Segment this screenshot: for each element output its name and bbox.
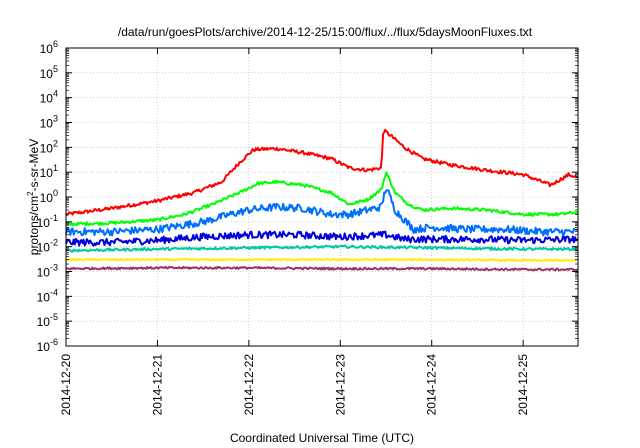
y-tick-label: 10-6 bbox=[37, 337, 58, 354]
chart-title: /data/run/goesPlots/archive/2014-12-25/1… bbox=[118, 25, 533, 39]
series-line-6 bbox=[65, 257, 578, 263]
y-tick-label: 106 bbox=[40, 39, 58, 56]
series-line-5 bbox=[65, 244, 578, 253]
y-tick-label: 100 bbox=[40, 188, 58, 205]
x-tick-label: 2014-12-22 bbox=[242, 354, 256, 416]
series-line-1 bbox=[65, 128, 578, 216]
y-tick-label: 103 bbox=[40, 114, 58, 131]
y-axis-label: protons/cm2-s-sr-MeV bbox=[26, 139, 41, 255]
grid bbox=[66, 48, 578, 346]
y-tick-label: 102 bbox=[40, 138, 58, 155]
x-axis-label: Coordinated Universal Time (UTC) bbox=[230, 431, 414, 445]
x-axis: 2014-12-20 2014-12-21 2014-12-22 2014-12-23… bbox=[59, 48, 530, 415]
y-tick-label: 105 bbox=[40, 64, 58, 81]
x-tick-label: 2014-12-25 bbox=[516, 354, 530, 416]
x-tick-label: 2014-12-23 bbox=[333, 354, 347, 416]
y-tick-label: 10-3 bbox=[37, 263, 58, 280]
plot-series bbox=[65, 128, 579, 272]
series-line-3 bbox=[65, 189, 578, 237]
y-tick-label: 10-5 bbox=[37, 312, 58, 329]
y-axis: 10-6 10-5 10-4 10-3 10-2 10-1 100 101 102 103 104 1… bbox=[37, 39, 578, 354]
series-line-7 bbox=[65, 265, 579, 272]
y-tick-label: 10-4 bbox=[37, 287, 58, 304]
y-tick-label: 10-1 bbox=[37, 213, 58, 230]
series-line-2 bbox=[65, 171, 579, 227]
x-tick-label: 2014-12-20 bbox=[59, 354, 73, 416]
y-tick-label: 104 bbox=[40, 89, 58, 106]
series-line-4 bbox=[65, 230, 579, 247]
x-tick-label: 2014-12-24 bbox=[425, 354, 439, 416]
x-tick-label: 2014-12-21 bbox=[150, 354, 164, 416]
y-tick-label: 101 bbox=[40, 163, 58, 180]
y-tick-label: 10-2 bbox=[37, 238, 58, 255]
